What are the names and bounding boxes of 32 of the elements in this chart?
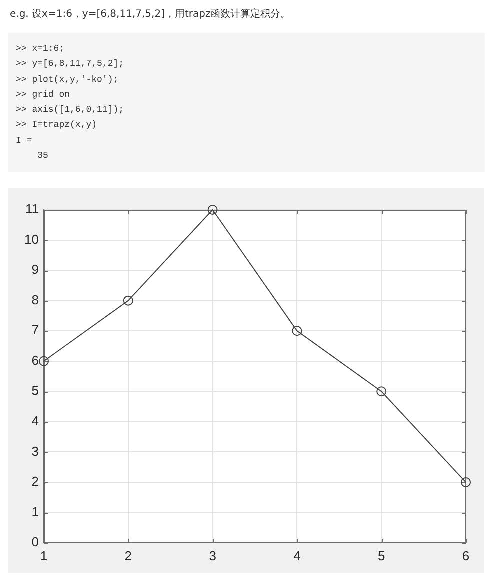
x-tick-label: 2 xyxy=(124,548,132,564)
x-tick-label: 3 xyxy=(209,548,216,564)
y-tick-label: 4 xyxy=(32,413,39,428)
point xyxy=(292,326,302,336)
y-tick-label: 11 xyxy=(26,202,39,217)
point xyxy=(376,386,387,397)
chart-title: e.g. 设x=1:6，y=[6,8,11,7,5,2]，用trapz函数计算定积分。 xyxy=(10,8,291,22)
point xyxy=(208,205,218,215)
text: 35 xyxy=(36,150,50,164)
y-tick-label: 7 xyxy=(32,322,39,338)
text: >> plot(x,y,'-ko'); xyxy=(16,74,120,87)
point xyxy=(39,356,49,366)
point xyxy=(461,477,471,488)
y-tick-label: 10 xyxy=(24,232,39,247)
text: >> grid on xyxy=(16,88,72,102)
y-tick-label: 0 xyxy=(32,534,39,550)
y-tick-label: 2 xyxy=(32,474,39,490)
y-tick-label: 9 xyxy=(32,262,39,278)
text: >> I=trapz(x,y) xyxy=(16,119,98,132)
text: >> x=1:6; xyxy=(16,43,66,56)
x-tick-label: 4 xyxy=(294,548,301,564)
x-tick-label: 6 xyxy=(462,548,470,564)
text: >> axis([1,6,0,11]); xyxy=(16,104,126,118)
point xyxy=(123,296,134,306)
y-tick-label: 5 xyxy=(32,383,39,398)
y-tick-label: 6 xyxy=(32,352,39,368)
y-tick-label: 3 xyxy=(32,444,39,459)
y-tick-label: 1 xyxy=(32,504,39,520)
y-tick-label: 8 xyxy=(32,292,39,308)
text: >> y=[6,8,11,7,5,2]; xyxy=(16,58,126,72)
x-tick-label: 5 xyxy=(378,548,386,564)
text: I = xyxy=(16,134,34,148)
